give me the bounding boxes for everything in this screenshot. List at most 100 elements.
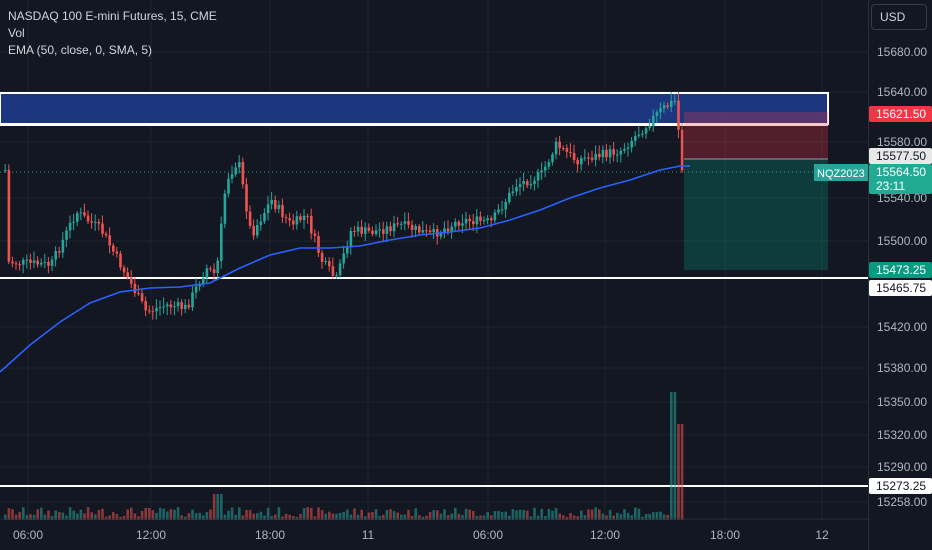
volume-bar bbox=[403, 514, 407, 520]
volume-bar bbox=[317, 507, 320, 520]
price-badge[interactable]: 15465.75 bbox=[869, 280, 932, 296]
candle-body bbox=[216, 260, 219, 274]
volume-bar bbox=[209, 509, 212, 520]
candle-body bbox=[652, 115, 655, 127]
candle-body bbox=[583, 157, 587, 159]
price-badge-label: 15465.75 bbox=[876, 281, 926, 295]
currency-button[interactable]: USD bbox=[871, 4, 927, 30]
ema-line[interactable] bbox=[0, 165, 690, 373]
price-badge[interactable]: 15577.50 bbox=[869, 148, 932, 164]
volume-bar bbox=[634, 507, 637, 520]
take-profit-zone[interactable] bbox=[684, 159, 828, 270]
candle-body bbox=[94, 221, 97, 223]
volume-bar bbox=[385, 510, 389, 520]
volume-bar bbox=[490, 515, 493, 520]
volume-bar bbox=[40, 507, 43, 520]
candle-body bbox=[90, 221, 93, 223]
volume-bar bbox=[126, 509, 129, 520]
candle-body bbox=[346, 247, 349, 254]
candle-body bbox=[22, 259, 25, 265]
price-badge[interactable]: 15273.25 bbox=[869, 478, 932, 494]
candle-body bbox=[562, 148, 565, 150]
candle-body bbox=[648, 126, 651, 129]
time-tick-label: 12:00 bbox=[136, 528, 166, 542]
candle-body bbox=[457, 221, 461, 226]
symbol-title[interactable]: NASDAQ 100 E-mini Futures, 15, CME bbox=[8, 9, 217, 23]
price-badge-box bbox=[869, 106, 932, 122]
candle-body bbox=[569, 151, 572, 153]
stop-loss-zone[interactable] bbox=[684, 112, 828, 159]
candle-body bbox=[439, 232, 443, 237]
candle-body bbox=[205, 268, 209, 278]
volume-bar bbox=[54, 510, 57, 520]
volume-bar bbox=[14, 514, 18, 520]
candle-body bbox=[212, 269, 216, 274]
chart-legend: NASDAQ 100 E-mini Futures, 15, CME Vol E… bbox=[8, 8, 217, 59]
volume-bar bbox=[364, 516, 367, 520]
candle-body bbox=[223, 193, 227, 224]
candle-body bbox=[464, 218, 468, 224]
volume-bar bbox=[371, 512, 374, 520]
candle-body bbox=[313, 233, 317, 236]
volume-indicator-label[interactable]: Vol bbox=[8, 26, 25, 40]
candle-body bbox=[148, 310, 151, 312]
candle-body bbox=[421, 230, 425, 233]
candle-body bbox=[518, 184, 522, 188]
volume-bar bbox=[464, 508, 468, 520]
candle-body bbox=[83, 212, 86, 216]
price-badge[interactable]: 15473.25 bbox=[869, 262, 932, 278]
candle-body bbox=[677, 100, 680, 130]
volume-bar bbox=[450, 513, 453, 520]
candle-body bbox=[270, 199, 273, 205]
candle-body bbox=[14, 263, 18, 265]
candle-body bbox=[371, 230, 374, 234]
price-badge-box bbox=[869, 478, 932, 494]
volume-bar bbox=[551, 510, 554, 520]
candle-body bbox=[533, 180, 536, 184]
candle-body bbox=[302, 215, 306, 221]
ema-indicator-label[interactable]: EMA (50, close, 0, SMA, 5) bbox=[8, 43, 153, 57]
candle-body bbox=[367, 227, 371, 231]
candle-body bbox=[634, 135, 637, 141]
volume-bar bbox=[90, 512, 93, 520]
candle-body bbox=[443, 228, 446, 233]
price-badge[interactable]: 15621.50 bbox=[869, 106, 932, 122]
candle-body bbox=[619, 150, 623, 155]
candle-body bbox=[162, 306, 165, 308]
symbol-tag[interactable]: NQZ2023 bbox=[814, 164, 868, 181]
candle-body bbox=[11, 261, 14, 264]
volume-bar bbox=[432, 510, 435, 520]
candle-body bbox=[536, 172, 540, 181]
candle-body bbox=[169, 304, 173, 308]
candle-body bbox=[590, 157, 594, 160]
candle-body bbox=[450, 226, 453, 232]
candle-body bbox=[292, 220, 295, 225]
candle-body bbox=[428, 230, 432, 233]
candle-body bbox=[151, 311, 155, 313]
candle-body bbox=[317, 235, 320, 253]
price-tick-label: 15500.00 bbox=[877, 234, 927, 248]
volume-bar bbox=[623, 509, 626, 520]
candle-body bbox=[497, 209, 500, 213]
candle-body bbox=[191, 292, 194, 308]
price-badge-label: 15577.50 bbox=[876, 149, 926, 163]
volume-bar bbox=[97, 510, 101, 520]
candle-body bbox=[79, 212, 83, 214]
resistance-zone[interactable] bbox=[0, 93, 828, 124]
volume-bar bbox=[173, 509, 176, 520]
price-tick-label: 15420.00 bbox=[877, 320, 927, 334]
candle-body bbox=[389, 226, 392, 232]
candle-body bbox=[68, 222, 72, 231]
volume-bar bbox=[119, 516, 122, 520]
candle-body bbox=[65, 230, 68, 240]
symbol-tag-box bbox=[814, 164, 868, 181]
volume-bar bbox=[533, 507, 536, 520]
candle-body bbox=[486, 218, 489, 221]
symbol-tag-label: NQZ2023 bbox=[817, 168, 865, 180]
price-badge-box bbox=[869, 262, 932, 278]
volume-bar bbox=[101, 508, 104, 520]
candle-body bbox=[540, 170, 543, 173]
candle-body bbox=[306, 215, 309, 217]
